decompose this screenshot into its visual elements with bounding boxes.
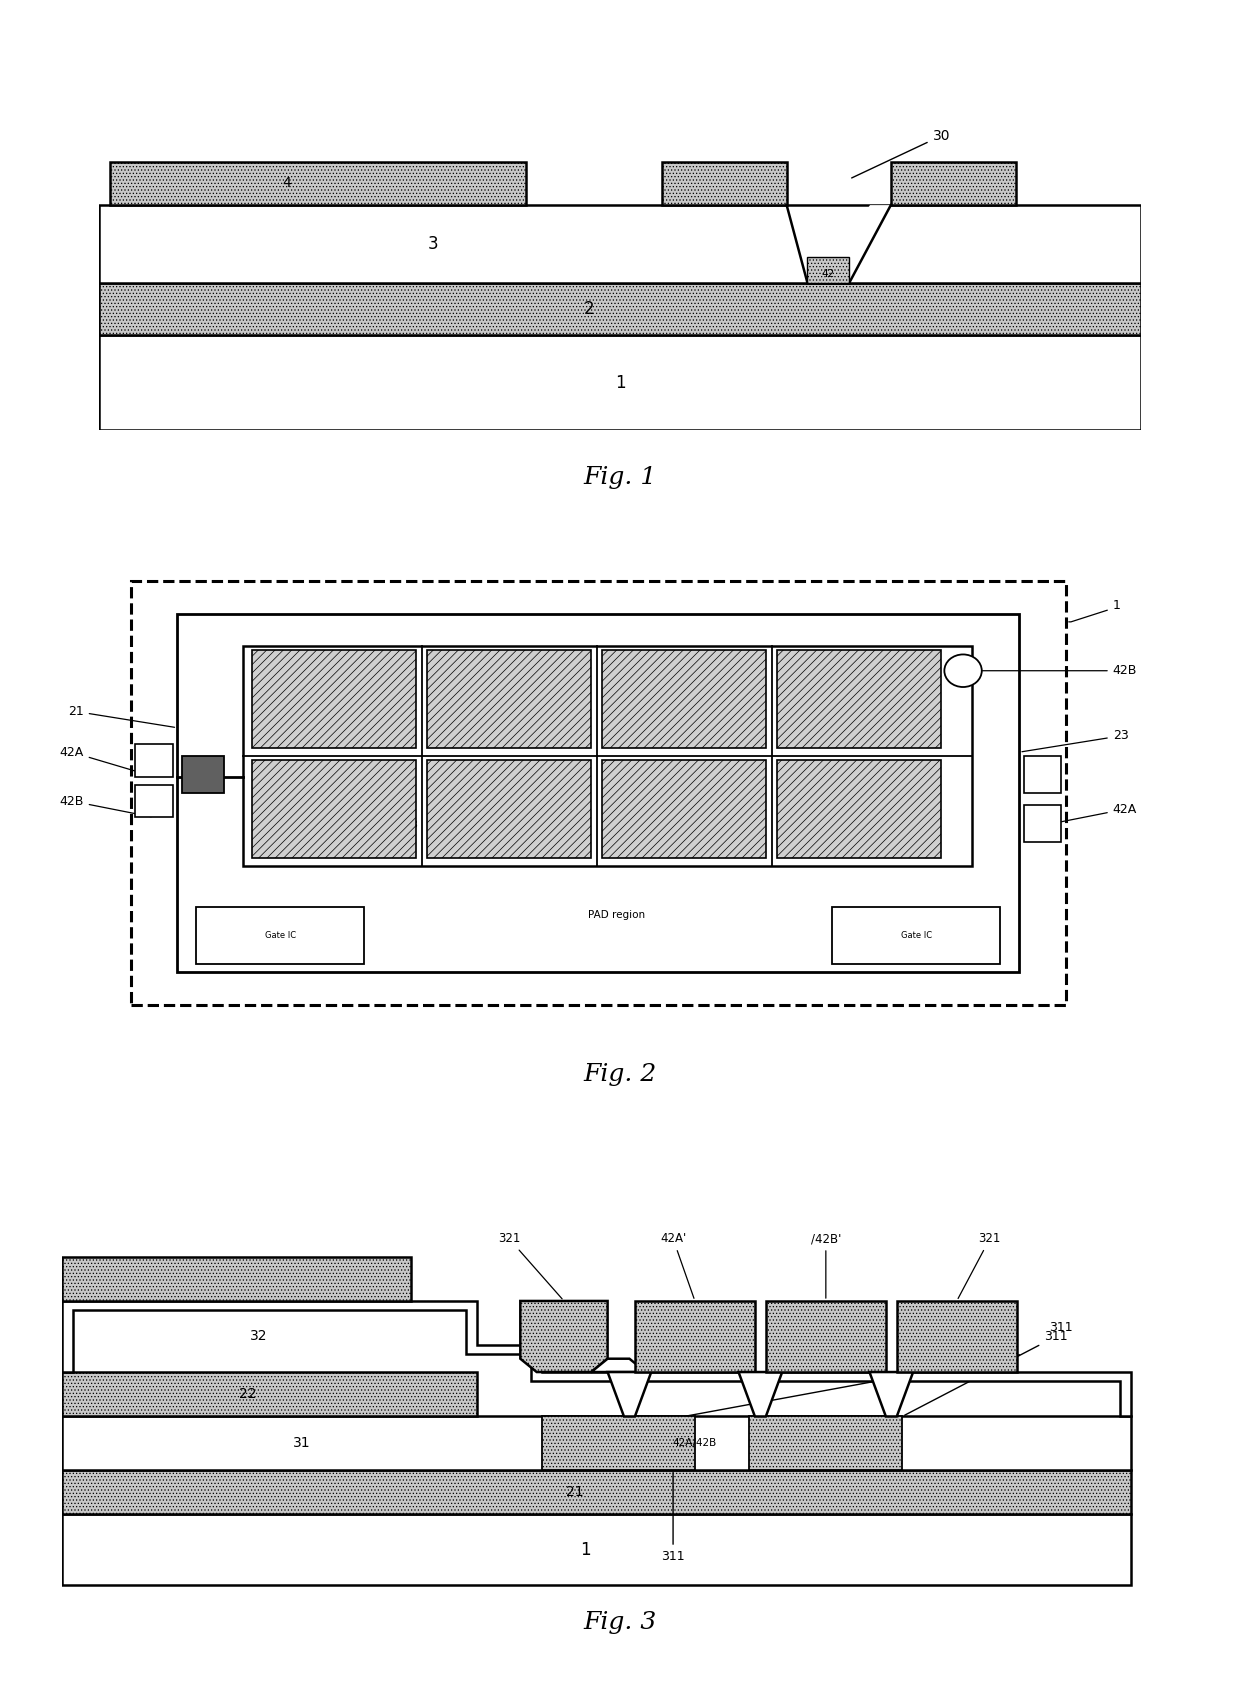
Bar bbox=[890, 162, 1016, 206]
Text: 1: 1 bbox=[580, 1540, 591, 1559]
Text: 4: 4 bbox=[283, 177, 291, 191]
Bar bbox=[601, 761, 765, 859]
Text: display region: display region bbox=[611, 845, 680, 855]
Text: PAD region: PAD region bbox=[589, 909, 646, 919]
Text: 321: 321 bbox=[959, 1232, 1001, 1299]
Text: 42A': 42A' bbox=[660, 1232, 694, 1299]
Bar bbox=[62, 1372, 476, 1417]
Bar bbox=[749, 1417, 903, 1469]
Bar bbox=[177, 614, 1019, 972]
Bar bbox=[1024, 756, 1061, 793]
Text: 30: 30 bbox=[852, 128, 950, 177]
Text: Fig. 3: Fig. 3 bbox=[583, 1611, 657, 1635]
Polygon shape bbox=[591, 1358, 646, 1372]
Text: 32: 32 bbox=[249, 1329, 267, 1343]
Text: Fig. 1: Fig. 1 bbox=[583, 466, 657, 489]
Text: 23: 23 bbox=[1022, 729, 1128, 752]
Bar bbox=[427, 761, 590, 859]
Text: 42A: 42A bbox=[1045, 803, 1137, 825]
Bar bbox=[135, 744, 172, 776]
Text: 42: 42 bbox=[822, 270, 835, 280]
Bar bbox=[777, 761, 941, 859]
Text: 23: 23 bbox=[195, 1272, 212, 1285]
Polygon shape bbox=[62, 1301, 1131, 1417]
Text: Fig. 2: Fig. 2 bbox=[583, 1063, 657, 1086]
Bar bbox=[252, 761, 415, 859]
Bar bbox=[832, 908, 1001, 963]
Bar bbox=[182, 756, 224, 793]
Bar bbox=[62, 1469, 1131, 1515]
Polygon shape bbox=[608, 1372, 651, 1417]
Bar bbox=[99, 206, 1141, 283]
Text: 42B: 42B bbox=[966, 665, 1137, 676]
Text: 22: 22 bbox=[239, 1387, 257, 1402]
Bar bbox=[662, 162, 786, 206]
Text: 42A: 42A bbox=[60, 746, 151, 776]
Bar bbox=[243, 646, 972, 865]
Text: 31: 31 bbox=[293, 1436, 311, 1451]
Bar bbox=[62, 1417, 1131, 1469]
Bar bbox=[542, 1417, 694, 1469]
Text: /42B': /42B' bbox=[811, 1232, 841, 1299]
Text: 2: 2 bbox=[584, 300, 594, 317]
Text: 33: 33 bbox=[404, 820, 418, 830]
Bar bbox=[130, 580, 1066, 1005]
Bar bbox=[807, 256, 849, 283]
Text: 42B: 42B bbox=[60, 795, 151, 817]
Polygon shape bbox=[635, 1301, 755, 1372]
Bar bbox=[777, 651, 941, 747]
Polygon shape bbox=[766, 1301, 885, 1372]
Bar bbox=[99, 283, 1141, 336]
Bar bbox=[427, 651, 590, 747]
Text: 42A/42B: 42A/42B bbox=[673, 1437, 717, 1447]
Bar bbox=[99, 336, 1141, 430]
Text: 21: 21 bbox=[565, 1485, 584, 1500]
Polygon shape bbox=[786, 206, 890, 283]
Text: 311: 311 bbox=[905, 1329, 1068, 1415]
Polygon shape bbox=[897, 1301, 1017, 1372]
Text: Gate IC: Gate IC bbox=[264, 931, 296, 940]
Polygon shape bbox=[869, 1372, 913, 1417]
Text: 23: 23 bbox=[291, 805, 306, 815]
Bar bbox=[252, 651, 415, 747]
Bar bbox=[62, 1257, 412, 1301]
Circle shape bbox=[945, 655, 982, 687]
Text: 21: 21 bbox=[68, 705, 175, 727]
Text: Gate IC: Gate IC bbox=[900, 931, 931, 940]
Polygon shape bbox=[521, 1301, 608, 1372]
Text: 311: 311 bbox=[661, 1473, 684, 1562]
Bar bbox=[196, 908, 365, 963]
Text: 1: 1 bbox=[615, 373, 625, 391]
Polygon shape bbox=[739, 1372, 782, 1417]
Text: 321: 321 bbox=[498, 1232, 562, 1299]
Bar bbox=[135, 784, 172, 817]
Text: 3: 3 bbox=[428, 234, 438, 253]
Bar bbox=[109, 162, 526, 206]
Bar bbox=[62, 1515, 1131, 1586]
Text: 1: 1 bbox=[1069, 599, 1121, 623]
Bar bbox=[601, 651, 765, 747]
Text: 311: 311 bbox=[1049, 1321, 1073, 1334]
Bar bbox=[1024, 805, 1061, 842]
